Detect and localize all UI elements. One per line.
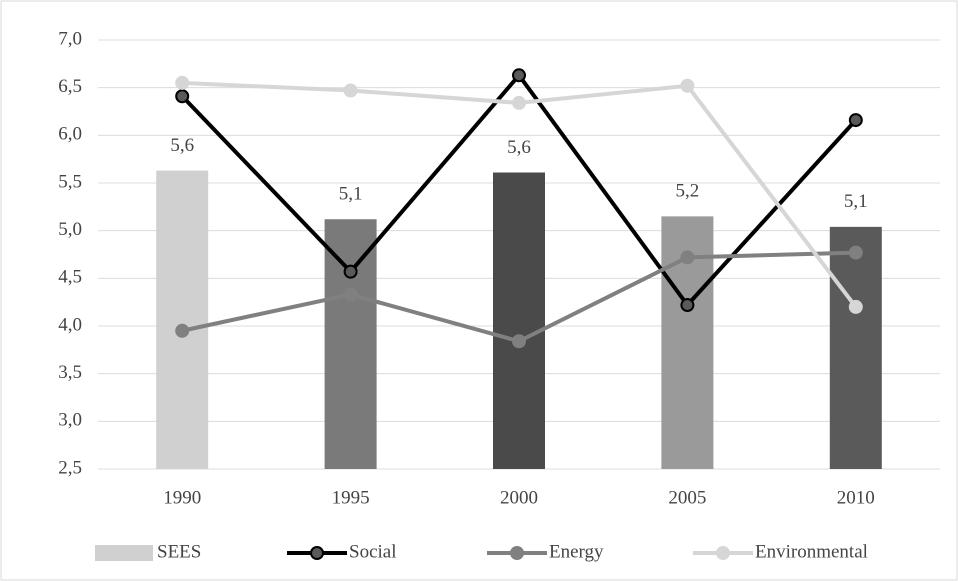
marker [175,323,190,338]
x-tick-label: 2005 [668,487,706,508]
legend-label: Energy [549,541,604,562]
y-tick-label: 4,0 [58,314,82,335]
marker [680,78,695,93]
legend-marker [310,546,324,560]
marker [343,287,358,302]
y-tick-label: 7,0 [58,28,82,49]
y-tick-label: 6,0 [58,124,82,145]
y-tick-label: 5,5 [58,171,82,192]
y-tick-label: 5,0 [58,219,82,240]
y-tick-label: 3,5 [58,362,82,383]
y-tick-label: 3,0 [58,410,82,431]
value-label: 5,1 [339,184,363,205]
marker [343,264,358,279]
value-label: 5,6 [170,135,194,156]
x-tick-label: 1995 [332,487,370,508]
legend-swatch [95,545,153,561]
marker [512,68,526,83]
value-label: 5,6 [507,137,531,158]
marker [680,298,695,313]
marker [175,75,190,90]
bar [324,219,377,469]
x-tick-label: 2000 [500,487,538,508]
bar [493,172,545,469]
y-tick-label: 6,5 [58,76,82,97]
marker [848,113,863,128]
legend-label: Environmental [755,541,868,562]
value-label: 5,1 [844,191,868,212]
x-tick-label: 2010 [837,487,875,508]
bar [829,226,882,469]
value-label: 5,2 [676,181,700,202]
marker [343,83,358,98]
y-tick-label: 4,5 [58,267,82,288]
marker [175,89,190,104]
legend-label: SEES [157,541,201,562]
marker [848,245,863,260]
y-tick-label: 2,5 [58,457,82,478]
marker [512,334,526,349]
bar [156,170,209,469]
marker [848,299,863,314]
x-tick-label: 1990 [163,487,201,508]
marker [680,250,695,265]
legend-label: Social [349,541,397,562]
marker [512,95,526,110]
legend-marker [510,546,524,560]
legend-marker [716,546,730,560]
